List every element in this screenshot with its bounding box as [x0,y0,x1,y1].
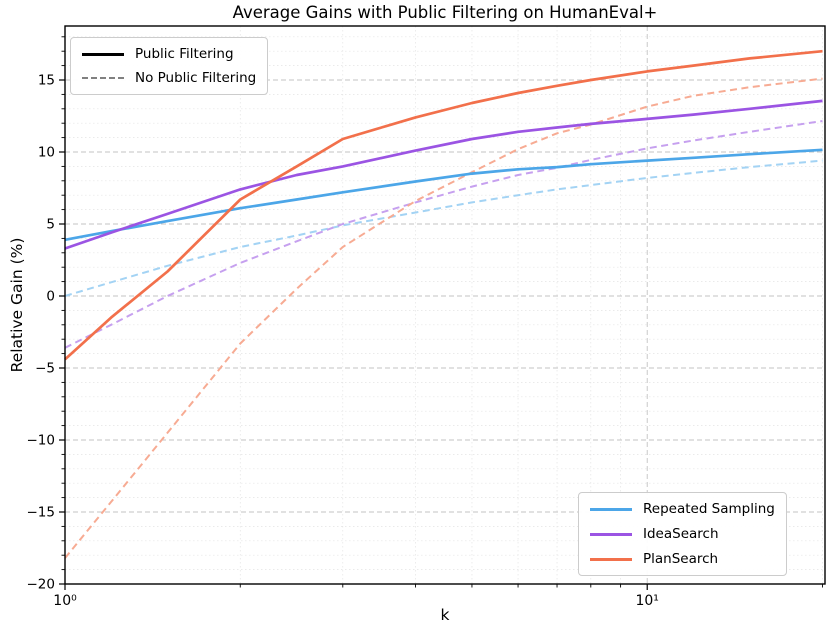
repeated-sampling-line-sample [590,507,632,511]
dashed-line-sample [82,77,124,79]
y-tick-label: −5 [35,361,55,377]
chart-title: Average Gains with Public Filtering on H… [232,3,658,22]
legend-series: Repeated Sampling IdeaSearch PlanSearch [578,492,787,576]
legend-item-public-filtering: Public Filtering [82,46,256,62]
curve-ideasearch-no-public-filtering [64,120,823,349]
y-tick-label: −20 [27,577,56,593]
y-tick-label: 5 [46,217,55,233]
plansearch-line-sample [590,557,632,561]
y-tick-label: 0 [46,289,55,305]
x-tick-label: 10¹ [635,593,658,609]
curve-ideasearch-public-filtering [64,99,823,250]
y-tick-label: −15 [27,505,56,521]
legend-label: PlanSearch [643,551,719,567]
y-tick-label: −10 [27,433,56,449]
legend-label: Public Filtering [135,46,234,62]
solid-line-sample [82,52,124,56]
x-axis-label: k [440,606,450,624]
axes-frame [64,25,826,585]
ideasearch-line-sample [590,532,632,536]
legend-item-plansearch: PlanSearch [590,551,775,567]
legend-item-repeated-sampling: Repeated Sampling [590,501,775,517]
legend-label: Repeated Sampling [643,501,775,517]
y-tick-label: 10 [38,145,55,161]
y-axis-label: Relative Gain (%) [8,237,26,373]
legend-label: IdeaSearch [643,526,719,542]
curve-plansearch-no-public-filtering [64,77,823,559]
x-tick-label: 10⁰ [53,593,77,609]
curve-plansearch-public-filtering [64,49,823,361]
legend-line-styles: Public Filtering No Public Filtering [70,37,269,95]
legend-item-ideasearch: IdeaSearch [590,526,775,542]
curve-repeated-sampling-no-public-filtering [64,159,823,297]
curve-repeated-sampling-public-filtering [64,148,823,242]
legend-item-no-public-filtering: No Public Filtering [82,70,256,86]
y-tick-label: 15 [38,73,55,89]
legend-label: No Public Filtering [135,70,257,86]
